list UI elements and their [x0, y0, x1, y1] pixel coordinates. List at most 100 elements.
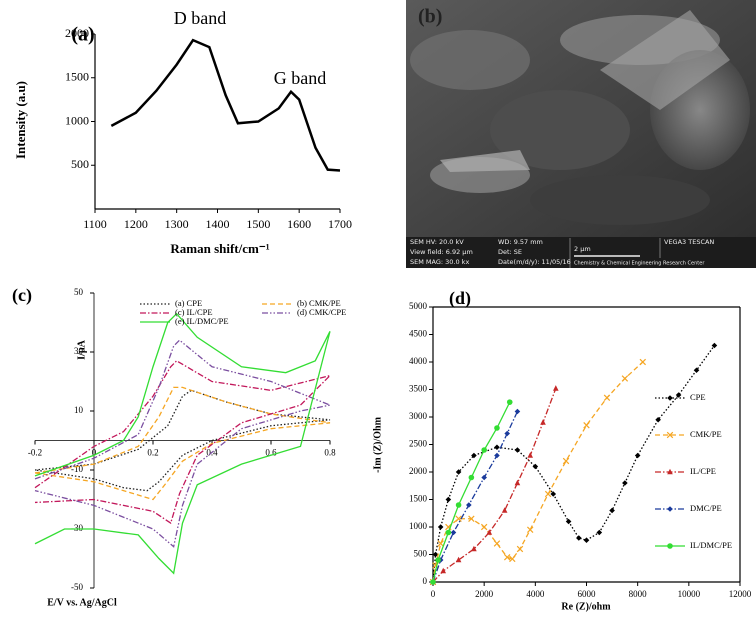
panel-label: (b): [418, 6, 442, 28]
marker: [621, 375, 629, 382]
marker: [514, 479, 521, 486]
marker: [493, 540, 501, 547]
marker: [430, 579, 436, 585]
x-axis-label: Re (Z)/ohm: [561, 601, 611, 612]
y-tick-label: 4500: [409, 329, 428, 339]
legend-label: (c) IL/CPE: [175, 307, 213, 317]
x-tick-label: 0.8: [324, 448, 336, 458]
marker: [667, 468, 673, 475]
marker: [455, 515, 462, 522]
marker: [468, 515, 475, 522]
y-axis-label: -Im (Z)/Ohm: [372, 416, 383, 473]
marker: [466, 502, 472, 508]
marker: [504, 430, 510, 437]
marker: [550, 491, 557, 497]
marker: [667, 506, 673, 512]
marker: [494, 425, 500, 431]
legend-label: CPE: [690, 392, 706, 402]
sem-info: View field: 6.92 µm: [410, 248, 473, 256]
legend-label: (b) CMK/PE: [297, 298, 341, 308]
y-tick-label: 2500: [409, 439, 428, 449]
legend-label: CMK/PE: [690, 429, 722, 439]
sem-info: SEM MAG: 30.0 kx: [410, 258, 469, 266]
y-tick-label: 10: [74, 405, 84, 415]
legend-label: IL/DMC/PE: [690, 540, 732, 550]
y-tick-label: 4000: [409, 356, 428, 366]
marker: [603, 394, 611, 401]
marker: [544, 490, 552, 498]
x-tick-label: 12000: [729, 589, 752, 599]
marker: [445, 529, 452, 536]
legend-label: (e) IL/DMC/PE: [175, 316, 229, 326]
marker: [468, 474, 475, 481]
sem-info-bar: [406, 237, 756, 268]
panel-label: (a): [71, 24, 94, 46]
marker: [437, 540, 444, 547]
sem-info: VEGA3 TESCAN: [664, 238, 714, 246]
series-line: [432, 388, 557, 583]
marker: [435, 557, 441, 563]
series-line: [110, 38, 341, 172]
y-tick-label: -50: [71, 582, 83, 592]
y-tick-label: 1500: [409, 494, 428, 504]
series-line: [34, 360, 333, 525]
sem-grain: [530, 175, 710, 225]
sem-info: Date(m/d/y): 11/05/16: [498, 258, 571, 266]
x-tick-label: 2000: [475, 589, 494, 599]
marker: [516, 545, 524, 553]
y-tick-label: 5000: [409, 301, 428, 311]
marker: [440, 567, 447, 574]
x-tick-label: 10000: [678, 589, 701, 599]
y-tick-label: 1000: [409, 521, 428, 531]
marker: [506, 399, 513, 405]
y-tick-label: -30: [71, 523, 83, 533]
series-line: [34, 386, 331, 501]
series-line: [432, 401, 511, 583]
marker: [480, 523, 488, 531]
y-tick-label: 500: [71, 157, 89, 171]
x-axis-label: Raman shift/cm⁻¹: [170, 241, 269, 256]
x-tick-label: 1700: [328, 217, 352, 231]
sem-flake: [440, 150, 530, 172]
panel-label: (c): [12, 285, 32, 306]
x-tick-label: 8000: [629, 589, 648, 599]
marker: [583, 537, 590, 543]
x-tick-label: 0.6: [265, 448, 277, 458]
marker: [565, 518, 572, 525]
marker: [503, 554, 511, 561]
y-tick-label: 0: [423, 576, 428, 586]
marker: [494, 444, 500, 451]
marker: [526, 526, 534, 533]
y-tick-label: 30: [74, 346, 84, 356]
marker: [562, 457, 570, 465]
sem-info: WD: 9.57 mm: [498, 238, 543, 246]
marker: [450, 529, 457, 536]
annotation: G band: [274, 68, 327, 88]
y-tick-label: 2000: [65, 26, 89, 40]
y-tick-label: 1500: [65, 70, 89, 84]
marker: [540, 419, 546, 425]
legend-label: (a) CPE: [175, 298, 202, 308]
x-tick-label: 1200: [124, 217, 148, 231]
y-tick-label: 1000: [65, 113, 89, 127]
y-tick-label: 2000: [409, 466, 428, 476]
sem-info: Chemistry & Chemical Engineering Researc…: [574, 261, 705, 267]
series-line: [432, 411, 519, 583]
marker: [509, 555, 516, 563]
marker: [667, 543, 673, 549]
y-axis-label: I/µA: [76, 339, 87, 359]
sem-image: SEM HV: 20.0 kV WD: 9.57 mm VEGA3 TESCAN…: [406, 0, 756, 268]
marker: [667, 395, 673, 401]
x-tick-label: 0: [431, 589, 436, 599]
x-tick-label: -0.2: [28, 448, 42, 458]
marker: [445, 496, 452, 503]
x-tick-label: 1600: [287, 217, 311, 231]
marker: [437, 524, 444, 530]
marker: [481, 474, 487, 481]
marker: [532, 463, 539, 470]
x-tick-label: 1400: [206, 217, 230, 231]
y-tick-label: -10: [71, 464, 83, 474]
marker: [639, 358, 647, 366]
marker: [693, 367, 700, 374]
